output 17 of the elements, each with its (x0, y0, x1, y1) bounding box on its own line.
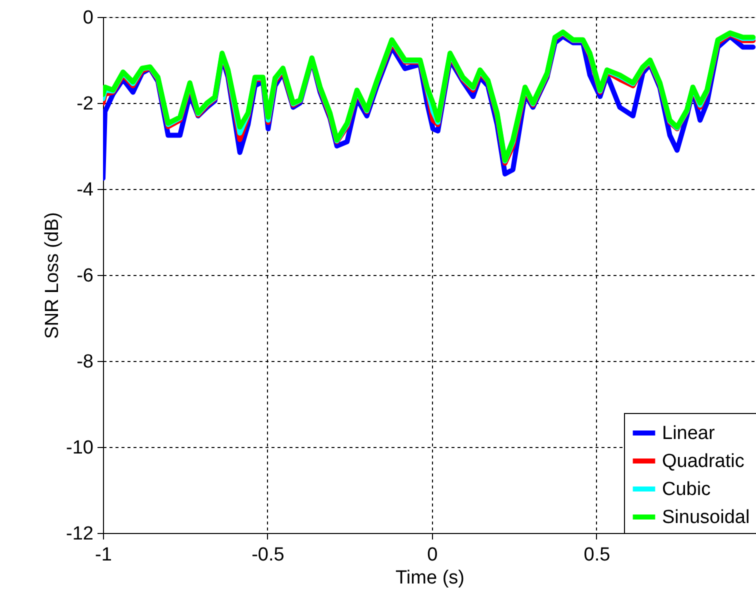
y-axis-title: SNR Loss (dB) (42, 212, 64, 339)
x-tick-label: 0.5 (584, 544, 610, 566)
y-tick-label: -8 (76, 352, 94, 372)
y-tick-label: -10 (66, 438, 94, 458)
legend-label: Cubic (662, 479, 711, 500)
y-tick-label: -12 (66, 524, 94, 544)
legend-label: Sinusoidal (662, 507, 750, 528)
y-tick-label: -2 (76, 94, 94, 114)
x-tick-label: -1 (95, 544, 112, 566)
y-tick-label: 0 (82, 8, 94, 28)
y-tick-label: -4 (76, 180, 94, 200)
x-tick-label: 0 (427, 544, 438, 566)
x-axis-title: Time (s) (396, 568, 464, 588)
y-tick-label: -6 (76, 266, 94, 286)
x-tick-label: -0.5 (252, 544, 284, 566)
legend-label: Quadratic (662, 451, 744, 472)
legend-label: Linear (662, 423, 716, 444)
